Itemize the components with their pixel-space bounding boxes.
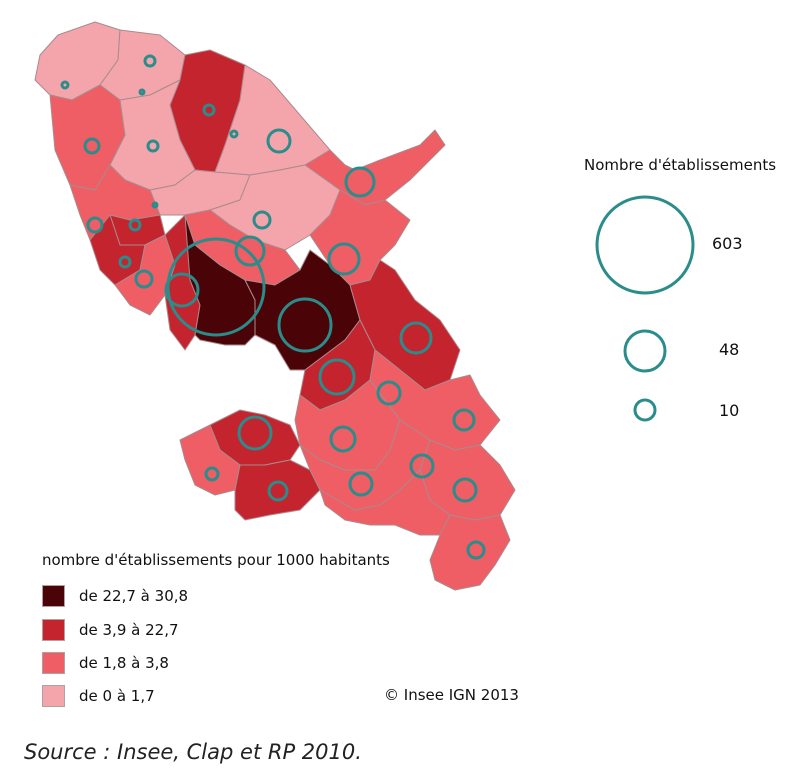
legend-row-class-2: de 3,9 à 22,7 (42, 619, 179, 641)
circle-vauclin (452, 477, 478, 503)
legend-circle-10 (633, 398, 657, 422)
circle-francois-w (376, 380, 402, 406)
circle-diamant (267, 480, 289, 502)
circle-robert (399, 321, 433, 355)
proportional-circles (60, 54, 486, 560)
circle-marin (348, 471, 374, 497)
legend-label: de 0 à 1,7 (79, 687, 155, 705)
legend-row-class-1: de 22,7 à 30,8 (42, 585, 188, 607)
circle-carbet (86, 216, 104, 234)
circle-marigot (344, 166, 376, 198)
color-legend-title: nombre d'établissements pour 1000 habita… (42, 551, 390, 569)
circle-ajoupa (146, 139, 160, 153)
circle-ducos (318, 358, 356, 396)
circle-francois-e (452, 408, 476, 432)
circle-morne-rouge (151, 201, 159, 209)
size-legend-title: Nombre d'établissements (584, 156, 777, 174)
circle-lorrain-small (229, 129, 239, 139)
size-legend-value-48: 48 (719, 340, 740, 359)
commune-diamant (234, 459, 321, 521)
source-note: Source : Insee, Clap et RP 2010. (24, 740, 362, 764)
legend-swatch (42, 619, 65, 641)
size-legend-circles (595, 195, 695, 422)
circle-trois-ilets (237, 415, 273, 451)
circle-case-pilote (134, 269, 154, 289)
circle-north-small (138, 88, 146, 96)
circle-lamentin (277, 297, 333, 353)
commune-sainte-anne (429, 514, 511, 591)
circle-riviere-salee (329, 425, 357, 453)
circle-basse-pointe (202, 103, 216, 117)
circle-grand-riviere (60, 80, 70, 90)
legend-circle-48 (623, 329, 667, 373)
copyright-notice: © Insee IGN 2013 (384, 686, 519, 704)
legend-swatch (42, 585, 65, 607)
circle-bellefontaine (118, 255, 132, 269)
commune-fort-de-france (184, 214, 256, 346)
legend-row-class-3: de 1,8 à 3,8 (42, 652, 169, 674)
legend-row-class-4: de 0 à 1,7 (42, 685, 155, 707)
size-legend-value-603: 603 (712, 234, 743, 253)
circle-sainte-marie (252, 210, 272, 230)
legend-circle-603 (595, 195, 695, 295)
size-legend-value-10: 10 (719, 401, 740, 420)
legend-swatch (42, 652, 65, 674)
commune-sainte-marie (209, 164, 341, 251)
circle-gros-morne (234, 235, 266, 267)
circle-saint-pierre (128, 218, 142, 232)
legend-swatch (42, 685, 65, 707)
circle-schoelcher (164, 272, 200, 308)
circle-prechuer (83, 137, 101, 155)
legend-label: de 1,8 à 3,8 (79, 654, 169, 672)
circle-sainte-anne (466, 540, 486, 560)
legend-label: de 3,9 à 22,7 (79, 621, 179, 639)
circle-anses-arlet (204, 466, 220, 482)
circle-lorrain (266, 128, 292, 154)
legend-label: de 22,7 à 30,8 (79, 587, 189, 605)
circle-macouba (143, 54, 157, 68)
circle-trinite (327, 242, 361, 276)
circle-saint-esprit (409, 453, 435, 479)
circle-fort-de-france (166, 237, 266, 337)
